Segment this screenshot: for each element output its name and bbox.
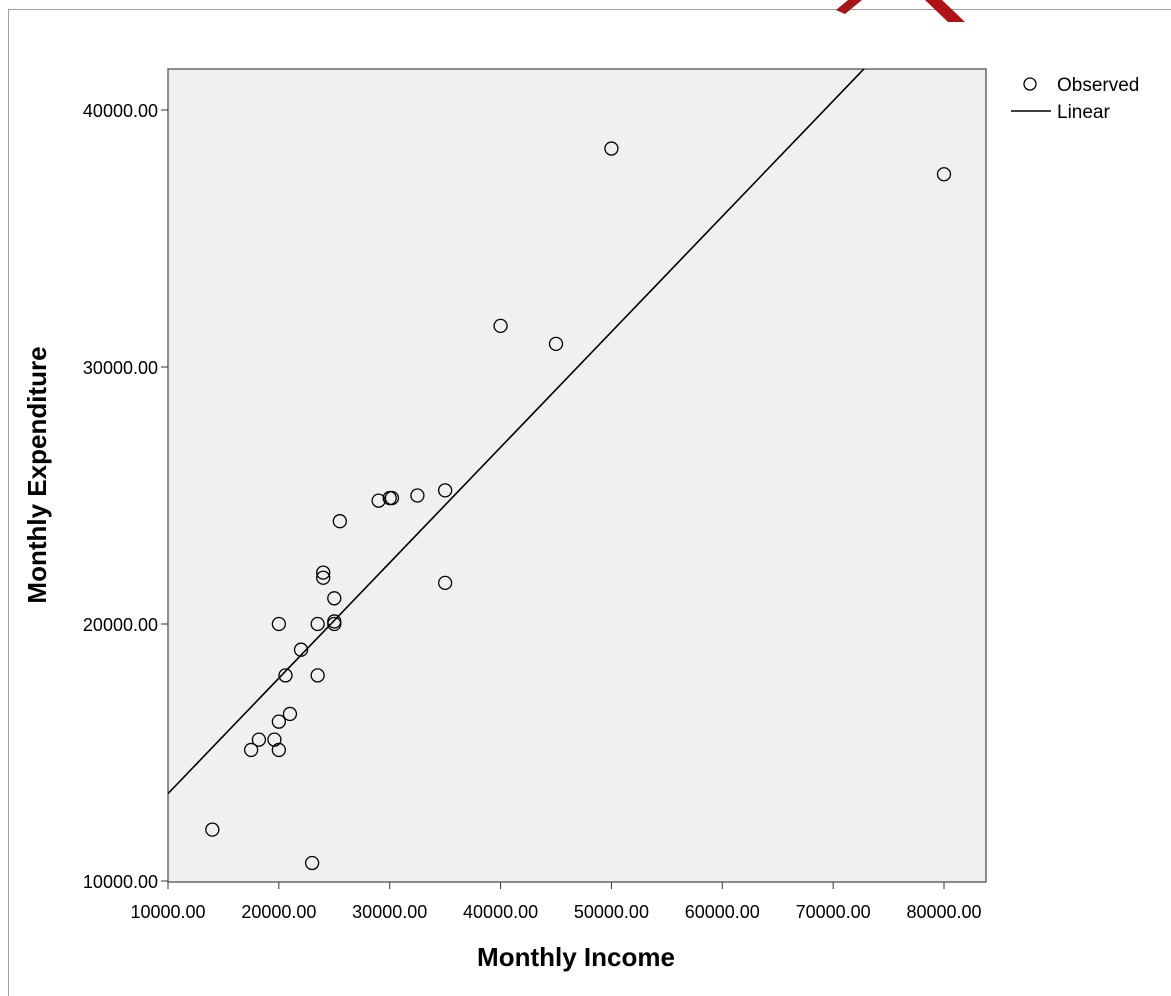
y-axis: 10000.00 20000.00 30000.00 40000.00 [83,101,168,892]
x-tick-label: 60000.00 [685,902,760,922]
legend-observed-symbol [1023,77,1037,91]
observed-point [371,493,386,508]
observed-point [205,822,220,837]
legend-linear-label: Linear [1057,102,1110,123]
y-tick-label: 10000.00 [83,872,158,892]
observed-point [310,616,325,632]
y-axis-title: Monthly Expenditure [22,346,52,603]
x-axis-title: Monthly Income [477,942,675,972]
observed-point [251,732,267,747]
observed-point [293,642,309,657]
observed-point [271,714,287,729]
panel-border [8,9,1171,996]
observed-point [548,336,564,352]
x-axis: 10000.00 20000.00 30000.00 40000.00 50000.00… [130,882,982,922]
observed-point [243,742,259,758]
y-tick-label: 30000.00 [83,358,158,378]
plot-area [167,68,987,883]
observed-point [271,742,287,758]
y-tick-label: 40000.00 [83,101,158,121]
observed-point [267,732,282,747]
x-tick-label: 80000.00 [906,902,981,922]
observed-point [304,855,320,871]
y-tick-label: 20000.00 [83,615,158,635]
x-tick-label: 20000.00 [241,902,316,922]
x-tick-label: 70000.00 [796,902,871,922]
observed-point [384,490,400,506]
red-mark-decoration [836,0,965,22]
observed-point [936,167,952,182]
observed-point [278,668,293,683]
x-tick-label: 50000.00 [574,902,649,922]
observed-point [437,575,453,591]
observed-point [282,706,298,722]
observed-point [332,514,347,529]
observed-point [327,616,342,632]
observed-point [310,668,325,683]
observed-point [604,141,619,156]
x-tick-label: 10000.00 [130,902,205,922]
observed-point [316,565,331,580]
observed-point [437,483,453,498]
chart-marks [168,69,952,871]
observed-point [271,616,287,632]
observed-point [410,488,425,503]
observed-point [327,591,342,606]
x-tick-label: 40000.00 [463,902,538,922]
linear-fit-line [168,69,865,795]
legend: Observed Linear [1011,75,1139,123]
observed-point [316,570,331,585]
observed-point [493,318,508,334]
legend-observed-label: Observed [1057,75,1139,96]
x-tick-label: 30000.00 [352,902,427,922]
